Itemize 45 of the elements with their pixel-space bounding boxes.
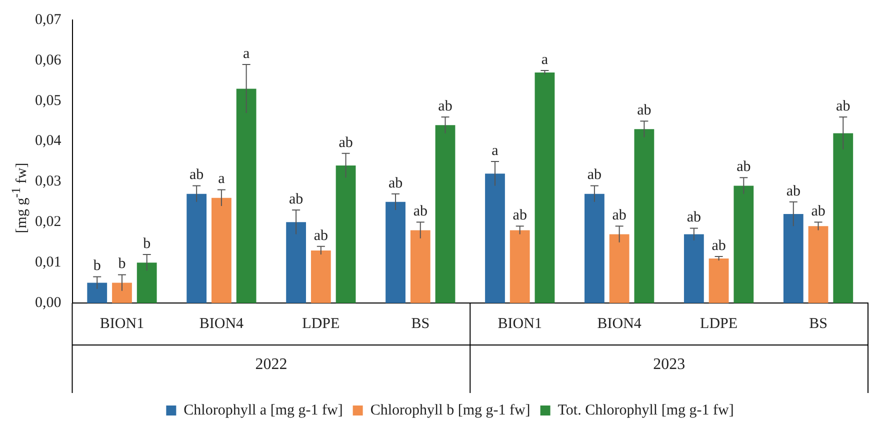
legend-label: Tot. Chlorophyll [mg g-1 fw] bbox=[558, 402, 734, 418]
data-label: ab bbox=[413, 204, 428, 220]
data-label: ab bbox=[637, 102, 652, 119]
data-label: ab bbox=[587, 167, 602, 184]
y-tick-label: 0,04 bbox=[35, 133, 62, 150]
text: 2023 bbox=[653, 356, 686, 374]
data-label: ab bbox=[836, 98, 850, 114]
x-tick-label: BION1 bbox=[498, 316, 542, 332]
data-label: ab bbox=[811, 204, 826, 220]
x-tick-label: BS bbox=[411, 316, 430, 332]
y-tick-label: 0,00 bbox=[35, 294, 62, 311]
x-tick-label: LDPE bbox=[700, 316, 738, 332]
data-label: a bbox=[492, 142, 499, 159]
x-tick-label: BION4 bbox=[597, 316, 642, 332]
data-label: ab bbox=[288, 191, 304, 208]
y-tick-label: 0,07 bbox=[35, 12, 62, 28]
x-tick-label: BION1 bbox=[100, 316, 144, 332]
data-label: ab bbox=[438, 98, 452, 114]
data-label: b bbox=[118, 256, 126, 272]
data-label: a bbox=[242, 46, 250, 62]
data-label: ab bbox=[786, 183, 800, 200]
legend-label: Chlorophyll b [mg g-1 fw] bbox=[370, 402, 530, 418]
data-label: ab bbox=[314, 228, 328, 244]
y-tick-label: 0,06 bbox=[35, 52, 62, 68]
data-label: ab bbox=[512, 208, 527, 224]
data-label: ab bbox=[686, 210, 702, 226]
data-label: b bbox=[143, 236, 151, 252]
data-label: ab bbox=[338, 134, 353, 151]
data-label: ab bbox=[612, 208, 626, 224]
y-tick-label: 0,03 bbox=[35, 174, 62, 190]
data-label: a bbox=[541, 52, 548, 68]
data-label: a bbox=[218, 171, 226, 188]
legend-label: Chlorophyll a [mg g-1 fw] bbox=[184, 402, 343, 418]
x-tick-label: BION4 bbox=[199, 316, 244, 332]
data-label: ab bbox=[736, 159, 751, 176]
data-label: ab bbox=[190, 167, 204, 184]
y-tick-label: 0,05 bbox=[35, 92, 62, 109]
y-tick-label: 0,01 bbox=[35, 254, 62, 271]
text: 2022 bbox=[255, 356, 288, 374]
x-tick-label: LDPE bbox=[302, 316, 340, 332]
data-label: ab bbox=[388, 175, 403, 192]
data-label: ab bbox=[712, 238, 726, 254]
y-tick-label: 0,02 bbox=[35, 214, 62, 230]
data-label: b bbox=[93, 258, 101, 274]
x-tick-label: BS bbox=[809, 316, 828, 332]
